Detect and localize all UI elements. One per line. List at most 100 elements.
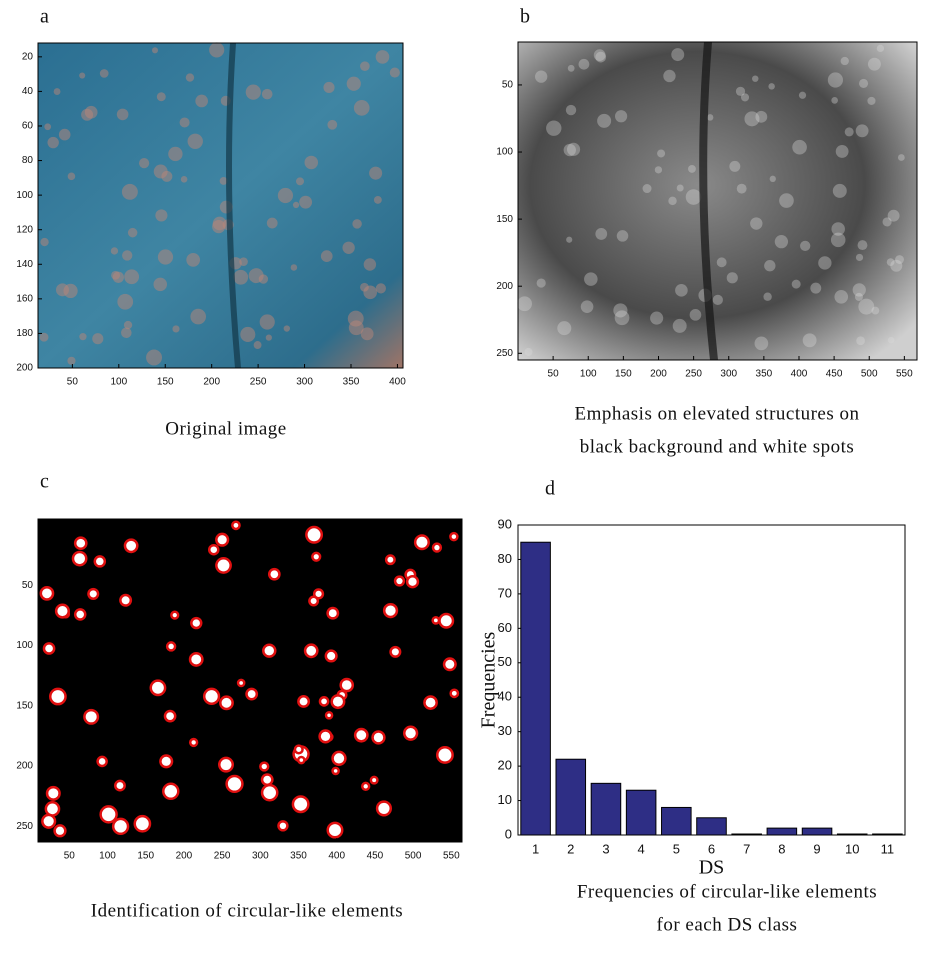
texture-dot bbox=[676, 184, 684, 192]
texture-dot bbox=[117, 293, 134, 310]
detected-circle bbox=[219, 695, 234, 711]
texture-dot bbox=[844, 127, 854, 137]
texture-dot bbox=[867, 96, 876, 105]
texture-dot bbox=[151, 47, 159, 54]
caption: Identification of circular-like elements bbox=[91, 900, 403, 921]
texture-dot bbox=[277, 187, 294, 204]
y-tick-label: 80 bbox=[498, 551, 512, 566]
texture-dot bbox=[161, 170, 173, 182]
detected-circle bbox=[170, 610, 180, 620]
texture-dot bbox=[755, 110, 768, 123]
detected-circle bbox=[324, 649, 338, 663]
detected-circle bbox=[393, 575, 406, 587]
texture-dot bbox=[265, 334, 272, 341]
texture-dot bbox=[219, 176, 228, 185]
y-tick-label: 10 bbox=[498, 792, 512, 807]
detected-circle bbox=[369, 775, 379, 785]
texture-dot bbox=[253, 341, 262, 349]
texture-dot bbox=[47, 136, 59, 149]
detected-circle bbox=[87, 587, 100, 600]
texture-dot bbox=[39, 332, 49, 342]
x-tick-label: 300 bbox=[720, 369, 737, 380]
detected-circle bbox=[267, 567, 281, 581]
texture-dot bbox=[792, 139, 807, 155]
texture-dot bbox=[121, 327, 132, 339]
y-tick-label: 50 bbox=[502, 80, 514, 91]
x-tick-label: 9 bbox=[813, 841, 820, 856]
texture-dot bbox=[248, 268, 264, 284]
bar bbox=[766, 827, 798, 836]
texture-dot bbox=[668, 196, 677, 206]
y-tick-label: 0 bbox=[505, 826, 512, 841]
texture-dot bbox=[886, 258, 895, 267]
image bbox=[38, 519, 462, 842]
x-tick-label: 250 bbox=[250, 377, 267, 388]
texture-dot bbox=[830, 232, 846, 248]
x-tick-label: 500 bbox=[861, 369, 878, 380]
texture-dot bbox=[44, 123, 52, 131]
detected-circle bbox=[259, 761, 270, 772]
fold bbox=[699, 41, 718, 361]
detected-circle bbox=[93, 555, 107, 568]
detected-circle bbox=[53, 824, 67, 838]
detected-circle bbox=[188, 737, 199, 748]
detected-circle bbox=[384, 554, 396, 566]
y-tick-label: 200 bbox=[16, 761, 33, 772]
x-tick-label: 6 bbox=[708, 841, 715, 856]
texture-dot bbox=[283, 325, 291, 332]
y-tick-label: 60 bbox=[22, 121, 34, 132]
x-tick-label: 300 bbox=[296, 377, 313, 388]
detected-circle bbox=[163, 709, 177, 723]
texture-dot bbox=[890, 259, 903, 272]
texture-dot bbox=[672, 318, 687, 333]
detected-circle bbox=[123, 538, 139, 554]
detected-circle bbox=[389, 645, 402, 658]
x-tick-label: 1 bbox=[532, 841, 539, 856]
texture-dot bbox=[768, 83, 775, 90]
texture-dot bbox=[835, 145, 849, 158]
y-tick-label: 150 bbox=[16, 700, 33, 711]
texture-dot bbox=[123, 320, 133, 330]
x-tick-label: 550 bbox=[896, 369, 913, 380]
image bbox=[518, 42, 917, 360]
texture-dot bbox=[180, 176, 188, 183]
x-tick-label: 350 bbox=[756, 369, 773, 380]
texture-dot bbox=[578, 58, 590, 70]
bar bbox=[836, 833, 868, 836]
texture-dot bbox=[375, 283, 386, 294]
texture-dot bbox=[245, 84, 261, 100]
texture-dot bbox=[172, 325, 180, 333]
texture-dot bbox=[347, 310, 364, 327]
x-tick-label: 10 bbox=[845, 841, 859, 856]
texture-dot bbox=[304, 155, 319, 170]
detected-circle bbox=[423, 695, 438, 710]
detected-circle bbox=[413, 534, 430, 551]
x-tick-label: 3 bbox=[602, 841, 609, 856]
detected-circle bbox=[305, 525, 324, 544]
texture-dot bbox=[650, 311, 664, 325]
texture-dot bbox=[744, 111, 760, 127]
texture-dot bbox=[671, 48, 685, 62]
texture-dot bbox=[735, 86, 746, 96]
detected-circle bbox=[312, 588, 325, 600]
texture-dot bbox=[186, 253, 201, 267]
y-tick-label: 100 bbox=[16, 640, 33, 651]
y-tick-label: 70 bbox=[498, 585, 512, 600]
detected-circle bbox=[449, 531, 459, 542]
texture-dot bbox=[887, 336, 895, 344]
texture-dot bbox=[67, 356, 76, 365]
y-tick-label: 80 bbox=[22, 155, 34, 166]
caption: black background and white spots bbox=[580, 436, 855, 457]
detected-circle bbox=[99, 805, 118, 824]
detected-circle bbox=[436, 746, 454, 764]
texture-dot bbox=[168, 146, 183, 162]
texture-dot bbox=[740, 93, 750, 102]
plot-frame bbox=[37, 518, 463, 843]
y-tick-label: 140 bbox=[16, 259, 33, 270]
detected-circle bbox=[330, 694, 346, 710]
texture-dot bbox=[563, 143, 576, 157]
texture-dot bbox=[40, 237, 49, 247]
detected-circle bbox=[308, 595, 320, 607]
texture-dot bbox=[566, 142, 581, 156]
texture-dot bbox=[156, 92, 166, 102]
